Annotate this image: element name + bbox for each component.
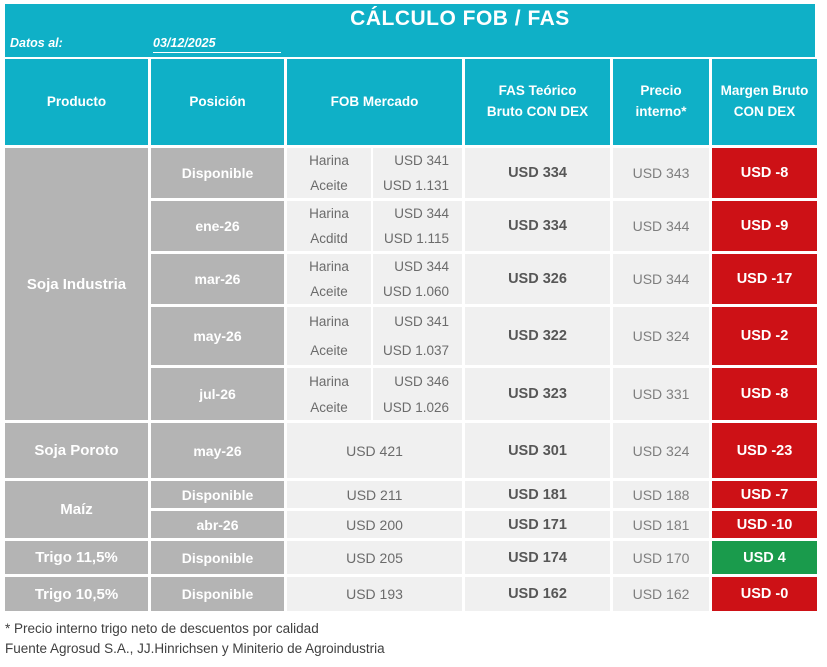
fas-cell: USD 171 (465, 511, 610, 538)
margen-cell: USD -8 (712, 368, 817, 420)
margen-cell: USD -8 (712, 148, 817, 198)
fob-product-label: Harina (287, 201, 371, 226)
date-value: 03/12/2025 (153, 36, 281, 53)
col-header-precio-interno: Precio interno* (613, 59, 709, 145)
footnote-fuente: Fuente Agrosud S.A., JJ.Hinrichsen y Min… (5, 641, 385, 657)
col-header-producto: Producto (5, 59, 148, 145)
fob-fas-table: Producto Posición FOB Mercado FAS Teóric… (5, 59, 817, 611)
fob-cell: Harina USD 344 Aceite USD 1.060 (287, 254, 462, 304)
fob-cell: Harina USD 346 Aceite USD 1.026 (287, 368, 462, 420)
fob-product-label: Aceite (287, 173, 371, 198)
margen-cell: USD -23 (712, 423, 817, 478)
fob-value: USD 346 (373, 368, 462, 394)
fas-cell: USD 322 (465, 307, 610, 365)
posicion-cell: Disponible (151, 481, 284, 508)
margen-cell: USD -7 (712, 481, 817, 508)
fob-value: USD 341 (373, 148, 462, 173)
fob-cell: USD 205 (287, 541, 462, 574)
date-label: Datos al: (10, 36, 63, 50)
report-date-row: Datos al: 03/12/2025 (10, 36, 281, 53)
footnotes: * Precio interno trigo neto de descuento… (5, 619, 827, 660)
page-title: CÁLCULO FOB / FAS (350, 7, 570, 30)
col-header-margen-bruto: Margen Bruto CON DEX (712, 59, 817, 145)
product-cell-soja-industria: Soja Industria (5, 148, 148, 420)
fob-product-label: Harina (287, 148, 371, 173)
fas-cell: USD 326 (465, 254, 610, 304)
fob-cell: USD 211 (287, 481, 462, 508)
fob-value: USD 344 (373, 201, 462, 226)
fob-product-label: Aceite (287, 394, 371, 420)
posicion-cell: may-26 (151, 307, 284, 365)
fas-cell: USD 181 (465, 481, 610, 508)
margen-cell: USD -10 (712, 511, 817, 538)
product-cell-soja-poroto: Soja Poroto (5, 423, 148, 478)
posicion-cell: may-26 (151, 423, 284, 478)
fob-value: USD 1.026 (373, 394, 462, 420)
col-header-fob-mercado: FOB Mercado (287, 59, 462, 145)
precio-interno-cell: USD 344 (613, 254, 709, 304)
fob-cell: Harina USD 341 Aceite USD 1.131 (287, 148, 462, 198)
fob-product-label: Harina (287, 368, 371, 394)
posicion-cell: mar-26 (151, 254, 284, 304)
posicion-cell: abr-26 (151, 511, 284, 538)
precio-interno-cell: USD 343 (613, 148, 709, 198)
fas-cell: USD 162 (465, 577, 610, 611)
margen-cell: USD 4 (712, 541, 817, 574)
posicion-cell: Disponible (151, 148, 284, 198)
fob-cell: USD 421 (287, 423, 462, 478)
fob-product-label: Aceite (287, 336, 371, 365)
precio-interno-cell: USD 162 (613, 577, 709, 611)
fas-cell: USD 323 (465, 368, 610, 420)
col-header-fas-teorico: FAS Teórico Bruto CON DEX (465, 59, 610, 145)
fob-value: USD 1.037 (373, 336, 462, 365)
fob-product-label: Aceite (287, 279, 371, 304)
precio-interno-cell: USD 331 (613, 368, 709, 420)
fob-value: USD 341 (373, 307, 462, 336)
precio-interno-cell: USD 324 (613, 423, 709, 478)
margen-cell: USD -17 (712, 254, 817, 304)
fob-value: USD 344 (373, 254, 462, 279)
precio-interno-cell: USD 188 (613, 481, 709, 508)
product-cell-trigo-115: Trigo 11,5% (5, 541, 148, 574)
fas-cell: USD 174 (465, 541, 610, 574)
posicion-cell: ene-26 (151, 201, 284, 251)
fob-value: USD 1.060 (373, 279, 462, 304)
posicion-cell: jul-26 (151, 368, 284, 420)
product-cell-maiz: Maíz (5, 481, 148, 538)
precio-interno-cell: USD 324 (613, 307, 709, 365)
fob-value: USD 1.115 (373, 226, 462, 251)
margen-cell: USD -9 (712, 201, 817, 251)
fob-product-label: Harina (287, 254, 371, 279)
posicion-cell: Disponible (151, 577, 284, 611)
margen-cell: USD -0 (712, 577, 817, 611)
posicion-cell: Disponible (151, 541, 284, 574)
fob-product-label: Harina (287, 307, 371, 336)
precio-interno-cell: USD 170 (613, 541, 709, 574)
header-band: CÁLCULO FOB / FAS Datos al: 03/12/2025 (5, 4, 815, 57)
fas-cell: USD 301 (465, 423, 610, 478)
precio-interno-cell: USD 344 (613, 201, 709, 251)
fob-product-label: Acditd (287, 226, 371, 251)
fob-value: USD 1.131 (373, 173, 462, 198)
fob-cell: Harina USD 341 Aceite USD 1.037 (287, 307, 462, 365)
col-header-posicion: Posición (151, 59, 284, 145)
footnote-precio-interno: * Precio interno trigo neto de descuento… (5, 621, 319, 636)
fob-cell: Harina USD 344 Acditd USD 1.115 (287, 201, 462, 251)
fob-cell: USD 200 (287, 511, 462, 538)
margen-cell: USD -2 (712, 307, 817, 365)
fob-cell: USD 193 (287, 577, 462, 611)
precio-interno-cell: USD 181 (613, 511, 709, 538)
fas-cell: USD 334 (465, 201, 610, 251)
product-cell-trigo-105: Trigo 10,5% (5, 577, 148, 611)
fas-cell: USD 334 (465, 148, 610, 198)
